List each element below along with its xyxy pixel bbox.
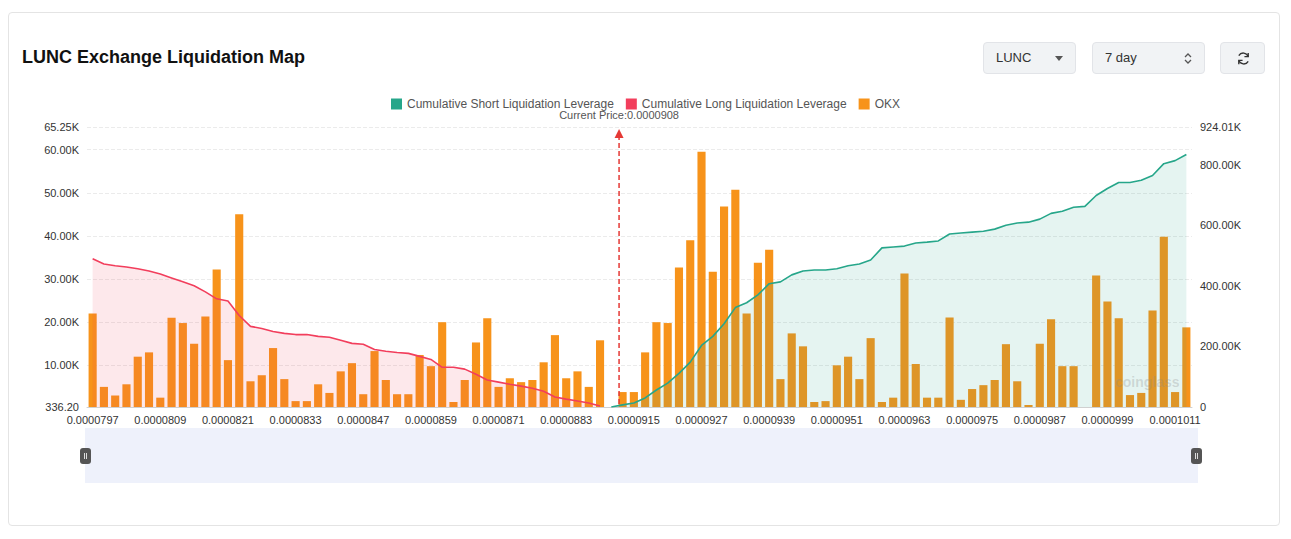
svg-text:0.0000999: 0.0000999	[1081, 414, 1133, 426]
svg-text:0.0000951: 0.0000951	[811, 414, 863, 426]
html-text:LUNC: LUNC	[996, 50, 1032, 65]
svg-text:0.0000883: 0.0000883	[540, 414, 592, 426]
svg-text:0.0000975: 0.0000975	[946, 414, 998, 426]
svg-text:0.0000833: 0.0000833	[270, 414, 322, 426]
svg-text:400.00K: 400.00K	[1200, 280, 1242, 292]
svg-text:0.0001011: 0.0001011	[1149, 414, 1200, 426]
svg-text:40.00K: 40.00K	[44, 230, 80, 242]
svg-text:0.0000797: 0.0000797	[67, 414, 119, 426]
svg-text:0.0000859: 0.0000859	[405, 414, 457, 426]
svg-text:50.00K: 50.00K	[44, 187, 80, 199]
html-text:LUNC Exchange Liquidation Map: LUNC Exchange Liquidation Map	[22, 47, 305, 67]
svg-text:0.0000987: 0.0000987	[1014, 414, 1066, 426]
svg-text:65.25K: 65.25K	[44, 121, 80, 133]
svg-text:30.00K: 30.00K	[44, 273, 80, 285]
svg-text:20.00K: 20.00K	[44, 316, 80, 328]
svg-text:0.0000809: 0.0000809	[134, 414, 186, 426]
html-text:7 day: 7 day	[1105, 50, 1137, 65]
svg-text:Cumulative Long Liquidation Le: Cumulative Long Liquidation Leverage	[641, 97, 847, 111]
svg-text:0.0000963: 0.0000963	[878, 414, 930, 426]
svg-text:60.00K: 60.00K	[44, 144, 80, 156]
svg-text:336.20: 336.20	[45, 401, 79, 413]
svg-text:0: 0	[1200, 401, 1206, 413]
svg-text:0.0000847: 0.0000847	[337, 414, 389, 426]
html-text:coinglass: coinglass	[1115, 374, 1180, 390]
svg-text:OKX: OKX	[875, 97, 900, 111]
svg-text:Cumulative Short Liquidation L: Cumulative Short Liquidation Leverage	[407, 97, 614, 111]
svg-text:0.0000939: 0.0000939	[743, 414, 795, 426]
svg-text:0.0000927: 0.0000927	[676, 414, 728, 426]
svg-text:800.00K: 800.00K	[1200, 159, 1242, 171]
svg-text:200.00K: 200.00K	[1200, 340, 1242, 352]
svg-text:600.00K: 600.00K	[1200, 219, 1242, 231]
svg-text:Current Price:0.0000908: Current Price:0.0000908	[559, 109, 679, 121]
svg-text:0.0000915: 0.0000915	[608, 414, 660, 426]
svg-text:0.0000871: 0.0000871	[473, 414, 525, 426]
svg-text:924.01K: 924.01K	[1200, 121, 1242, 133]
svg-text:10.00K: 10.00K	[44, 359, 80, 371]
svg-text:0.0000821: 0.0000821	[202, 414, 254, 426]
